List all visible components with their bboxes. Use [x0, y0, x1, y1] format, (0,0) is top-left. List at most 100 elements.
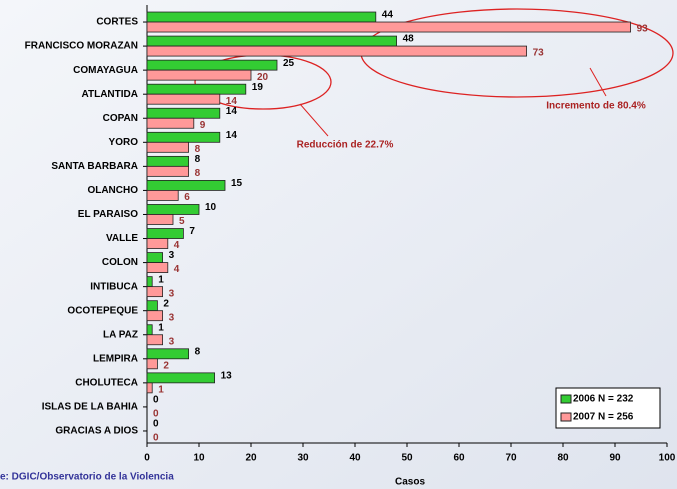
value-label: 0	[153, 419, 159, 430]
value-label: 1	[158, 274, 164, 285]
y-tick-label: OLANCHO	[87, 185, 138, 196]
value-label: 4	[174, 264, 180, 275]
legend-swatch	[560, 412, 572, 422]
bar	[146, 141, 189, 153]
annotation: Reducción de 22.7%	[297, 140, 394, 151]
bar	[146, 238, 169, 249]
x-tick-label: 60	[453, 453, 465, 464]
y-tick-label: ATLANTIDA	[82, 89, 138, 100]
value-label: 20	[257, 72, 269, 83]
bar	[146, 324, 153, 336]
bar	[146, 59, 278, 71]
value-label: 2	[163, 298, 169, 309]
annotation-line	[589, 67, 607, 97]
y-tick-label: CORTES	[96, 17, 138, 28]
bar	[146, 69, 252, 81]
bar	[146, 372, 215, 384]
y-tick-label: LEMPIRA	[93, 353, 138, 364]
bar	[146, 228, 184, 239]
x-tick-label: 30	[297, 453, 309, 464]
bar	[146, 11, 377, 23]
value-label: 48	[403, 34, 415, 45]
value-label: 6	[184, 192, 190, 203]
source: e: DGIC/Observatorio de la Violencia	[0, 472, 174, 483]
bar	[146, 190, 179, 201]
bar	[146, 155, 189, 167]
y-tick-label: ISLAS DE LA BAHIA	[42, 402, 138, 413]
value-label: 3	[169, 250, 175, 261]
value-label: 1	[158, 322, 164, 333]
bar	[146, 310, 163, 322]
value-label: 93	[637, 24, 649, 35]
bar	[146, 83, 247, 95]
bar	[146, 214, 174, 225]
value-label: 7	[189, 226, 195, 237]
value-label: 0	[153, 409, 159, 420]
bar	[146, 276, 153, 288]
bar	[146, 165, 189, 177]
bar	[146, 334, 163, 346]
legend-label: 2006 N = 232	[573, 394, 634, 405]
bar	[146, 131, 221, 143]
legend-box	[555, 387, 661, 429]
bar	[146, 117, 195, 129]
y-tick-label: COPAN	[103, 113, 138, 124]
value-label: 44	[382, 10, 394, 21]
value-label: 2	[163, 360, 169, 371]
bar	[146, 45, 528, 57]
value-label: 19	[252, 82, 264, 93]
value-label: 13	[221, 371, 233, 382]
value-label: 4	[174, 240, 180, 251]
bar	[146, 262, 169, 273]
annotation: Incremento de 80.4%	[546, 101, 646, 112]
bar	[146, 252, 163, 263]
bar	[146, 286, 163, 298]
value-label: 8	[195, 154, 201, 165]
bar	[146, 93, 221, 105]
value-label: 0	[153, 433, 159, 444]
y-tick-label: EL PARAISO	[78, 209, 138, 220]
value-label: 9	[200, 120, 206, 131]
value-label: 73	[533, 48, 545, 59]
y-tick-label: GRACIAS A DIOS	[55, 426, 138, 437]
value-label: 0	[153, 395, 159, 406]
annotation-line	[299, 103, 329, 137]
value-label: 15	[231, 178, 243, 189]
x-tick-label: 70	[505, 453, 517, 464]
bar	[146, 358, 158, 370]
bar	[146, 35, 398, 47]
y-tick-label: INTIBUCA	[90, 281, 138, 292]
y-tick-label: YORO	[109, 137, 139, 148]
bar	[146, 21, 632, 33]
value-label: 5	[179, 216, 185, 227]
x-tick-label: 40	[349, 453, 361, 464]
x-tick-label: 0	[144, 453, 150, 464]
legend-swatch	[560, 394, 572, 404]
legend-label: 2007 N = 256	[573, 412, 634, 423]
y-tick-label: FRANCISCO MORAZAN	[25, 41, 138, 52]
value-label: 3	[169, 336, 175, 347]
value-label: 14	[226, 96, 238, 107]
y-tick-label: VALLE	[106, 233, 138, 244]
value-label: 1	[158, 385, 164, 396]
value-label: 8	[195, 144, 201, 155]
bar	[146, 204, 200, 215]
x-axis-label: Casos	[395, 477, 425, 488]
y-tick-label: SANTA BARBARA	[51, 161, 138, 172]
bar	[146, 348, 189, 360]
x-tick-label: 20	[245, 453, 257, 464]
y-tick-label: CHOLUTECA	[75, 378, 138, 389]
value-label: 10	[205, 202, 217, 213]
y-tick-label: COMAYAGUA	[73, 65, 138, 76]
value-label: 3	[169, 312, 175, 323]
value-label: 3	[169, 288, 175, 299]
x-tick-label: 100	[659, 453, 676, 464]
value-label: 14	[226, 106, 238, 117]
value-label: 25	[283, 58, 295, 69]
bar	[146, 300, 158, 312]
bar	[146, 180, 226, 191]
y-tick-label: OCOTEPEQUE	[67, 305, 138, 316]
value-label: 14	[226, 130, 238, 141]
x-tick-label: 10	[193, 453, 205, 464]
